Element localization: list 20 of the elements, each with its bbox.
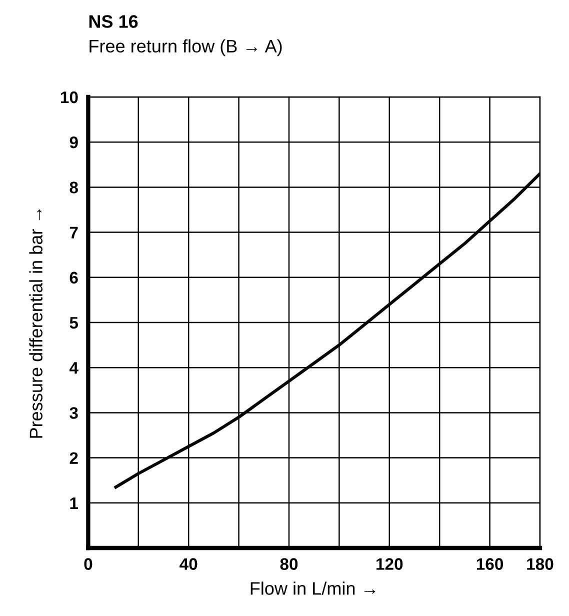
y-tick-label: 9 [70, 136, 78, 148]
y-tick-label: 4 [69, 362, 78, 374]
y-tick-label: 3 [70, 407, 78, 419]
y-tick-label: 1 [70, 497, 78, 509]
x-tick-label: 0 [84, 558, 92, 570]
y-tick-label: 5 [70, 317, 78, 329]
x-tick-label: 120 [376, 558, 403, 570]
x-tick-label: 160 [476, 558, 504, 570]
x-tick-label: 40 [180, 558, 198, 570]
x-axis-title: Flow in L/min → [250, 582, 376, 595]
y-axis-title: Pressure differential in bar → [29, 209, 42, 438]
x-tick-label: 80 [280, 558, 298, 570]
y-tick-label: 10 [60, 91, 78, 104]
y-tick-label: 8 [70, 182, 78, 194]
chart-subtitle: Free return flow (B → A) [90, 39, 282, 56]
y-tick-label: 2 [70, 452, 78, 464]
x-tick-label: 180 [527, 558, 554, 570]
y-tick-label: 7 [70, 226, 78, 238]
y-tick-label: 6 [70, 272, 78, 284]
chart-title: NS 16 [89, 15, 138, 28]
